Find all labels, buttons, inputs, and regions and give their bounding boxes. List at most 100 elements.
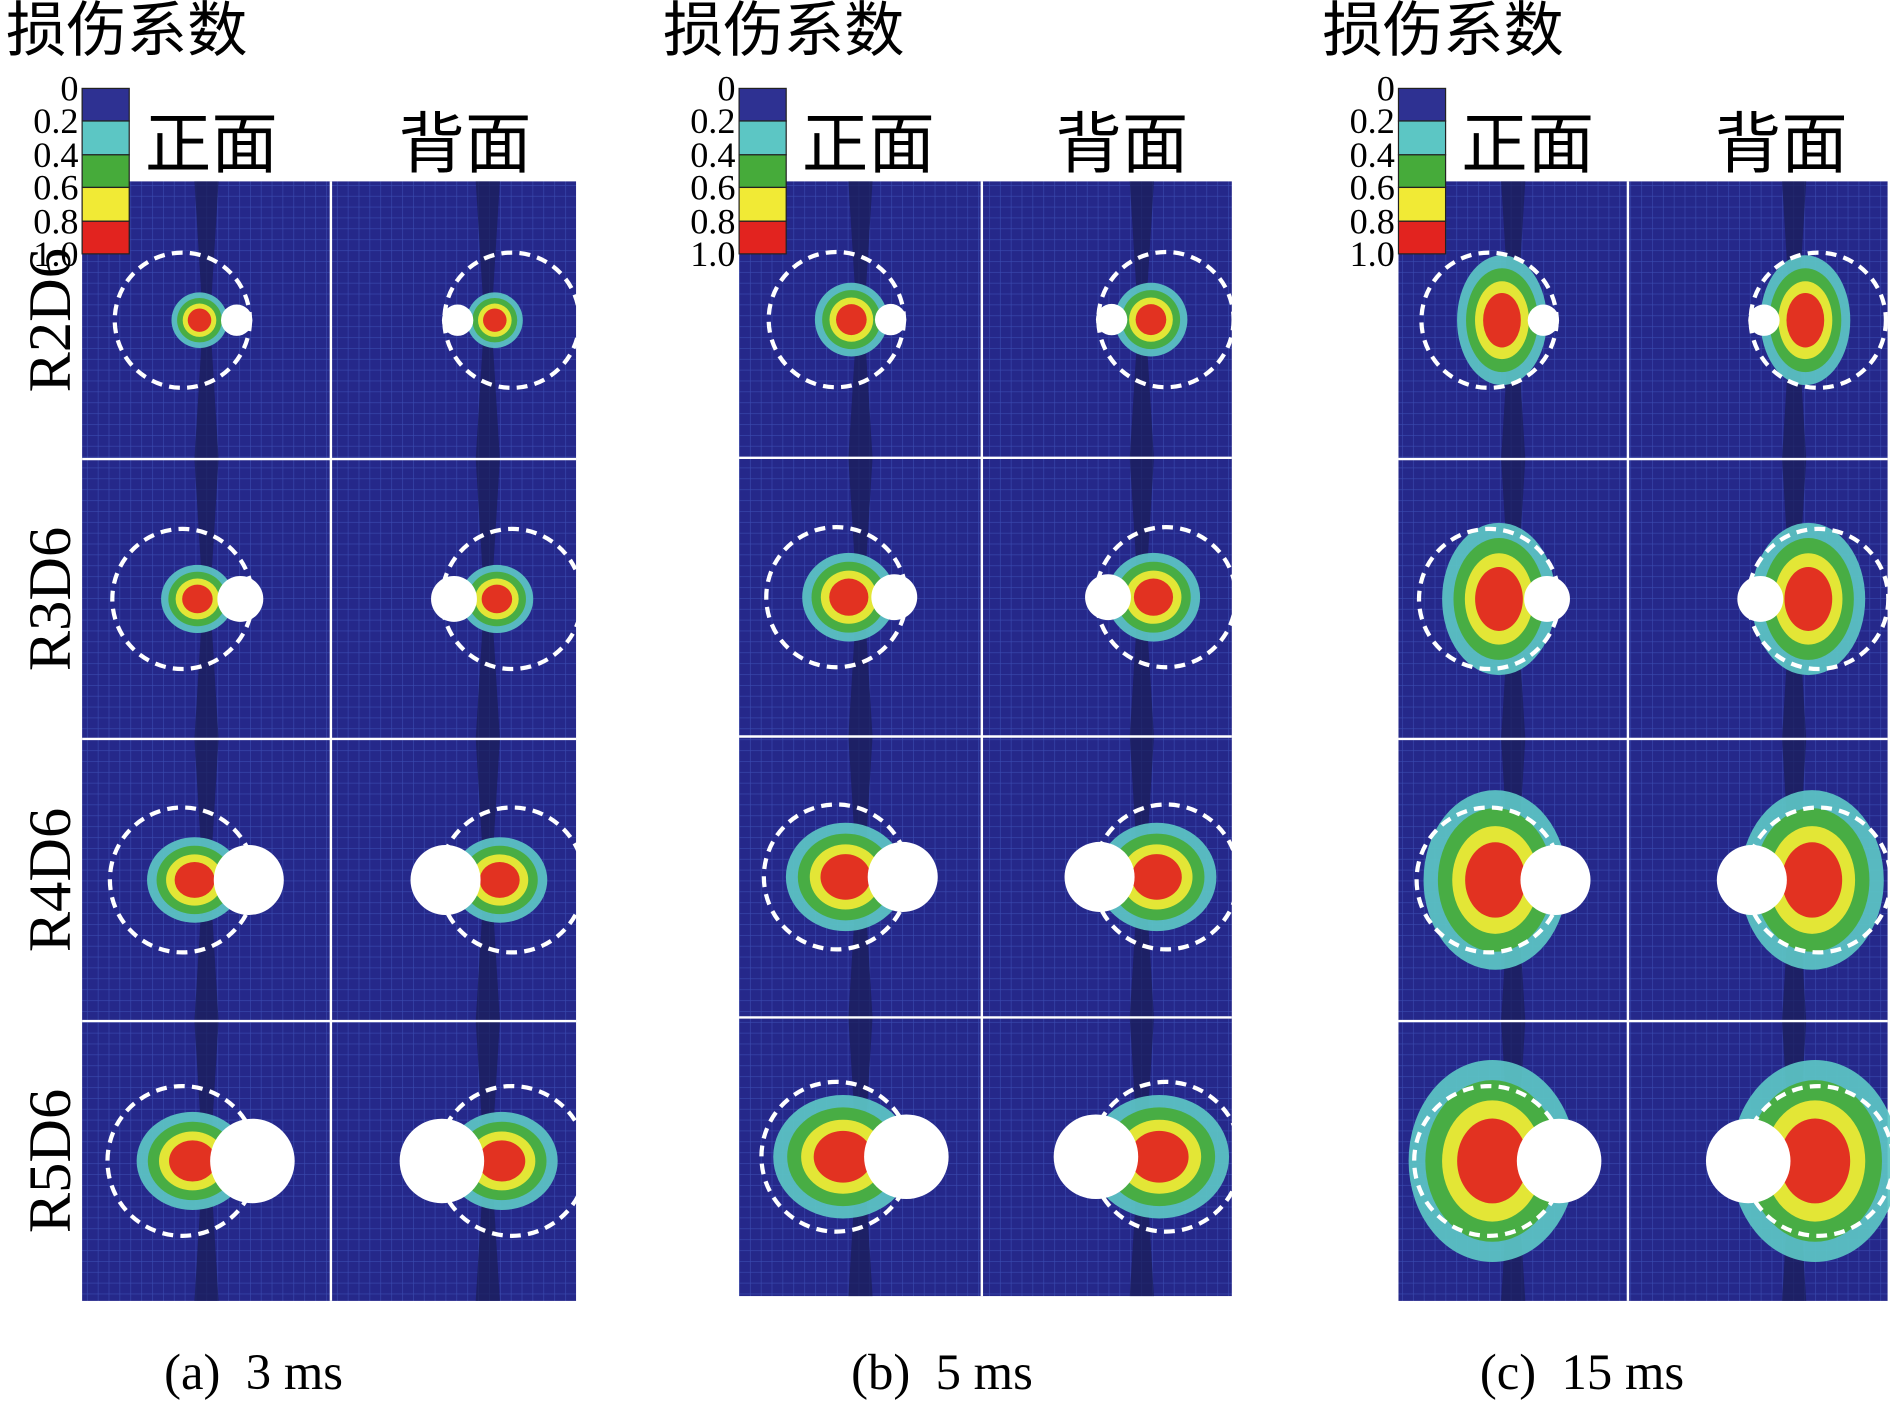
row-label: R3D6	[17, 527, 84, 671]
legend-swatch	[738, 154, 787, 189]
legend-swatch	[1397, 87, 1447, 122]
damage-zone	[1457, 1118, 1528, 1204]
dashed-outline	[1414, 805, 1564, 955]
hole	[1524, 576, 1570, 622]
dashed-outline	[1419, 250, 1559, 390]
dashed-outline	[1093, 525, 1239, 670]
column-header: 正面	[802, 105, 935, 183]
legend-tick: 0.2	[33, 101, 78, 141]
row-label: R5D6	[17, 1089, 84, 1233]
damage-zone	[1465, 842, 1526, 918]
legend-swatch	[81, 87, 130, 122]
legend-tick: 0	[1377, 68, 1395, 108]
damage-zone	[182, 584, 213, 614]
dashed-outline	[439, 526, 585, 672]
dashed-outline	[1743, 805, 1890, 955]
hole	[1716, 844, 1787, 915]
dashed-outline	[1088, 1079, 1243, 1234]
legend-swatch	[738, 220, 787, 255]
hole	[1520, 844, 1591, 915]
caption: (a) 3 ms	[164, 1344, 343, 1400]
hole	[217, 576, 264, 622]
dashed-outline	[761, 802, 911, 952]
legend-swatch	[81, 154, 130, 189]
dashed-outline	[112, 250, 253, 390]
hole	[410, 844, 481, 915]
panel-title: 损伤系数	[6, 0, 248, 66]
dashed-outline	[1746, 526, 1890, 672]
legend-swatch	[81, 220, 130, 255]
dashed-outline	[1741, 1083, 1890, 1238]
damage-zone	[1129, 1130, 1189, 1183]
hole	[1064, 841, 1135, 912]
dashed-outline	[110, 526, 255, 672]
hole	[399, 1118, 485, 1204]
column-header: 正面	[145, 105, 278, 183]
hole	[867, 841, 938, 912]
caption: (c) 15 ms	[1480, 1344, 1684, 1400]
legend-tick: 0.6	[33, 168, 78, 208]
column-header: 正面	[1461, 105, 1594, 183]
hole	[431, 576, 477, 622]
column-header: 背面	[1056, 105, 1189, 183]
legend-swatch	[738, 186, 787, 222]
damage-zone	[1133, 578, 1174, 616]
legend-tick: 0.2	[1350, 101, 1395, 141]
column-header: 背面	[1715, 105, 1848, 183]
damage-zone	[483, 308, 507, 332]
column-header: 背面	[399, 105, 532, 183]
legend-swatch	[1397, 120, 1447, 156]
legend-swatch	[1397, 186, 1447, 222]
hole	[1085, 574, 1131, 621]
legend-tick: 0.4	[690, 135, 735, 175]
damage-zone	[1786, 292, 1825, 348]
hole	[1095, 303, 1128, 336]
damage-zone	[1784, 566, 1833, 631]
damage-zone	[1483, 292, 1521, 348]
dashed-outline	[1096, 249, 1236, 390]
damage-zone	[829, 578, 869, 616]
hole	[1705, 1118, 1791, 1204]
dashed-outline	[759, 1079, 914, 1234]
hole	[871, 574, 918, 621]
legend-tick: 1.0	[33, 234, 78, 274]
hole	[213, 844, 284, 915]
hole	[1748, 304, 1780, 336]
hole	[441, 304, 474, 336]
hole	[1053, 1114, 1139, 1200]
legend-tick: 0	[717, 68, 735, 108]
legend-swatch	[1397, 154, 1447, 189]
damage-zone	[479, 862, 520, 898]
damage-zone	[820, 854, 871, 900]
legend-tick: 1.0	[1350, 234, 1395, 274]
dashed-outline	[442, 250, 582, 390]
damage-zone	[813, 1130, 873, 1183]
hole	[1516, 1118, 1602, 1204]
damage-zone	[478, 1140, 526, 1182]
damage-zone	[1131, 854, 1182, 900]
legend-swatch	[1397, 220, 1447, 255]
legend-tick: 1.0	[690, 234, 735, 274]
dashed-outline	[1091, 802, 1241, 952]
hole	[210, 1118, 295, 1204]
damage-zone	[1781, 842, 1843, 918]
damage-zone	[481, 584, 513, 614]
damage-zone	[174, 862, 215, 898]
damage-zone	[836, 304, 867, 336]
hole	[221, 304, 253, 336]
damage-zone	[1475, 566, 1523, 631]
legend-tick: 0.4	[33, 135, 78, 175]
row-label: R2D6	[17, 248, 84, 392]
legend-tick: 0.6	[690, 168, 735, 208]
dashed-outline	[437, 805, 587, 955]
legend-swatch	[81, 120, 130, 156]
legend-tick: 0.4	[1350, 135, 1395, 175]
dashed-outline	[1416, 526, 1562, 672]
panel-title: 损伤系数	[1322, 0, 1564, 66]
legend-tick: 0.8	[1350, 201, 1395, 241]
damage-zone	[169, 1140, 217, 1182]
